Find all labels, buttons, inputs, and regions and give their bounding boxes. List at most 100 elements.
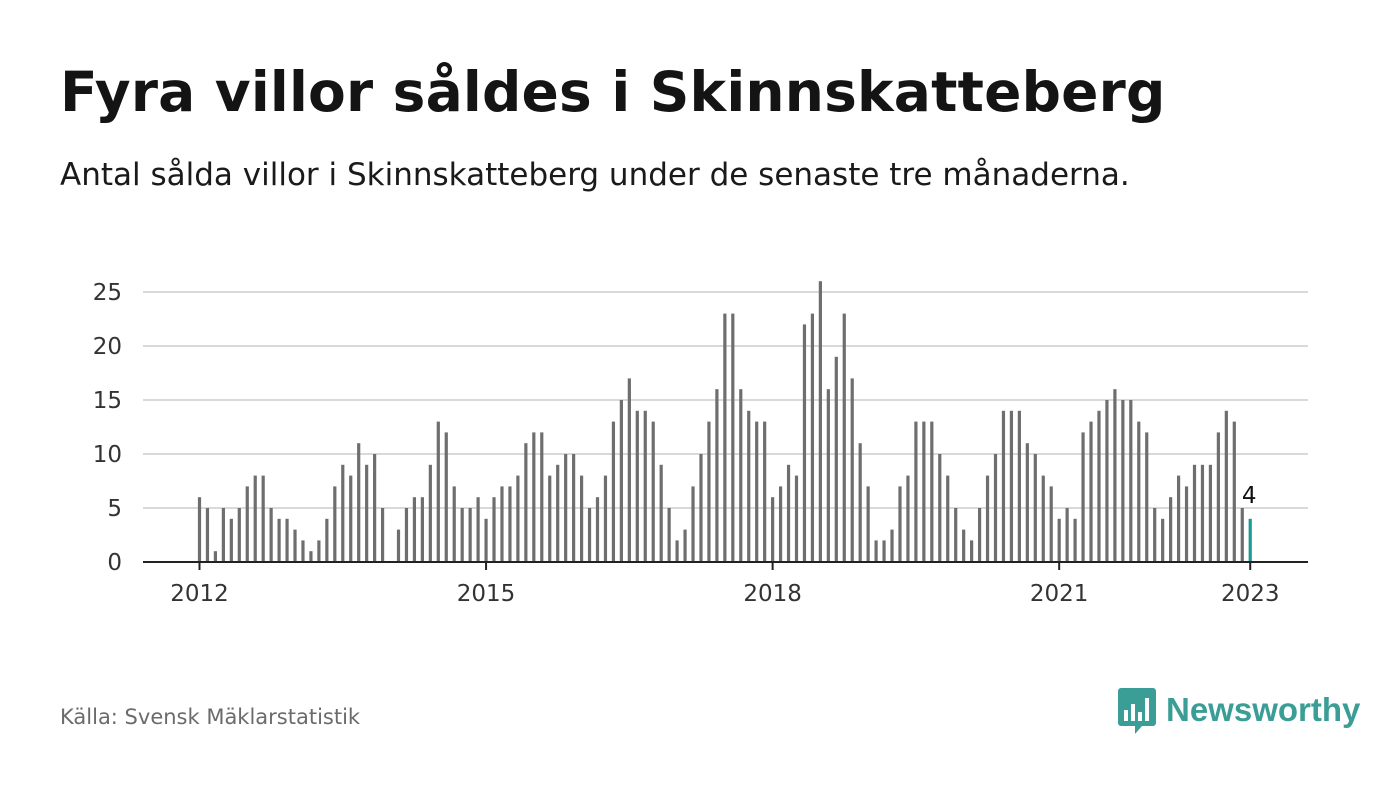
bar: [882, 540, 886, 562]
bar: [1161, 518, 1165, 562]
bar: [930, 421, 934, 562]
bar: [1137, 421, 1141, 562]
bar: [691, 486, 695, 562]
bar: [1009, 410, 1014, 562]
bar: [723, 313, 727, 562]
bar: [333, 486, 337, 562]
bar: [548, 475, 552, 562]
bar: [1184, 486, 1189, 562]
bar: [858, 443, 862, 562]
bar: [357, 443, 361, 562]
bar: [1145, 432, 1149, 562]
bar: [993, 454, 998, 562]
bar: [285, 518, 289, 562]
bar: [914, 421, 918, 562]
bar: [1097, 410, 1101, 562]
bar: [301, 540, 305, 562]
bar: [699, 454, 703, 562]
bar: [540, 432, 544, 562]
bar: [778, 486, 783, 562]
highlight-value-label: 4: [1242, 483, 1257, 509]
bar: [325, 518, 329, 562]
bar: [1049, 486, 1053, 562]
bar: [659, 464, 663, 562]
bar: [404, 508, 409, 562]
bar-chart: 0 5 10 15 20 25 2012 2015 2018 2021 2023 4: [93, 280, 1308, 607]
bar: [771, 497, 775, 562]
bar: [643, 410, 647, 562]
bar: [1081, 432, 1085, 562]
bar: [850, 378, 854, 562]
bar: [452, 486, 456, 562]
bar: [396, 529, 401, 562]
bar: [627, 378, 631, 562]
x-tick-label: 2018: [743, 581, 802, 607]
bar: [277, 518, 281, 562]
bar: [1033, 454, 1037, 562]
bar: [365, 464, 369, 562]
bar: [476, 497, 480, 562]
bar: [373, 454, 377, 562]
bar: [603, 475, 608, 562]
bar: [587, 508, 592, 562]
bar: [524, 443, 528, 562]
bar: [1001, 410, 1006, 562]
x-tick-label: 2015: [457, 581, 516, 607]
chart-title: Fyra villor såldes i Skinnskatteberg: [60, 60, 1166, 124]
bar: [1192, 464, 1197, 562]
bar: [1089, 421, 1093, 562]
bar: [962, 529, 966, 562]
bar: [484, 518, 488, 562]
y-tick-label: 25: [93, 280, 122, 306]
y-tick-label: 10: [93, 442, 122, 468]
bar: [747, 410, 751, 562]
bar: [611, 421, 616, 562]
x-tick-label: 2023: [1221, 581, 1280, 607]
bar: [1057, 518, 1061, 562]
bar: [1208, 464, 1213, 562]
bar: [572, 454, 576, 562]
bar: [564, 454, 568, 562]
bar: [818, 281, 822, 562]
bar: [786, 464, 791, 562]
bar: [715, 389, 719, 562]
bar: [1065, 508, 1069, 562]
bar: [1176, 475, 1181, 562]
bar: [213, 551, 218, 562]
bar: [1113, 389, 1117, 562]
bar: [651, 421, 655, 562]
bar: [412, 497, 417, 562]
bar: [667, 508, 671, 562]
bar: [635, 410, 639, 562]
bar: [755, 421, 759, 562]
bar: [763, 421, 767, 562]
bar: [874, 540, 878, 562]
bar: [293, 529, 297, 562]
bar: [420, 497, 424, 562]
bar: [1232, 421, 1236, 562]
bar: [675, 540, 679, 562]
bar: [731, 313, 735, 562]
bar: [826, 389, 830, 562]
axes: [143, 561, 1308, 570]
bar: [380, 508, 385, 562]
bar: [579, 475, 584, 562]
bar: [317, 540, 321, 562]
bar: [1121, 400, 1125, 562]
bar: [516, 475, 520, 562]
bar: [842, 313, 846, 562]
bar: [1025, 443, 1029, 562]
source-note: Källa: Svensk Mäklarstatistik: [60, 705, 361, 729]
y-tick-label: 15: [93, 388, 122, 414]
bar: [922, 421, 926, 562]
bar: [834, 356, 838, 562]
bar: [1041, 475, 1045, 562]
bars: [197, 281, 1252, 562]
bar: [890, 529, 894, 562]
bar: [794, 475, 799, 562]
bar: [261, 475, 265, 562]
bar: [739, 389, 743, 562]
bar: [1153, 508, 1157, 562]
bar: [309, 551, 313, 562]
bar: [221, 508, 225, 562]
